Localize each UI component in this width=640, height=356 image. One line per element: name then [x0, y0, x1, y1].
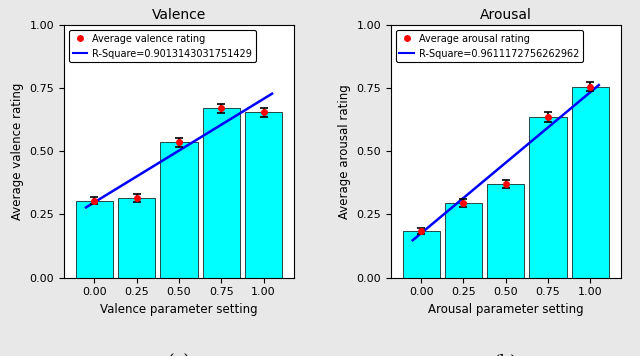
- Bar: [403, 231, 440, 278]
- Bar: [161, 142, 198, 278]
- Y-axis label: Average valence rating: Average valence rating: [11, 83, 24, 220]
- Legend: Average valence rating, R-Square=0.9013143031751429: Average valence rating, R-Square=0.90131…: [69, 30, 256, 62]
- Bar: [203, 108, 240, 278]
- Bar: [245, 112, 282, 278]
- Bar: [118, 198, 156, 278]
- Title: Valence: Valence: [152, 8, 206, 22]
- Bar: [487, 184, 524, 278]
- Y-axis label: Average arousal rating: Average arousal rating: [338, 84, 351, 219]
- Legend: Average arousal rating, R-Square=0.9611172756262962: Average arousal rating, R-Square=0.96111…: [396, 30, 583, 62]
- Bar: [572, 87, 609, 278]
- Bar: [529, 117, 566, 278]
- Text: (b): (b): [494, 354, 518, 356]
- Bar: [445, 203, 482, 278]
- Title: Arousal: Arousal: [480, 8, 532, 22]
- Text: (a): (a): [168, 354, 191, 356]
- X-axis label: Arousal parameter setting: Arousal parameter setting: [428, 303, 584, 316]
- Bar: [76, 200, 113, 278]
- X-axis label: Valence parameter setting: Valence parameter setting: [100, 303, 258, 316]
